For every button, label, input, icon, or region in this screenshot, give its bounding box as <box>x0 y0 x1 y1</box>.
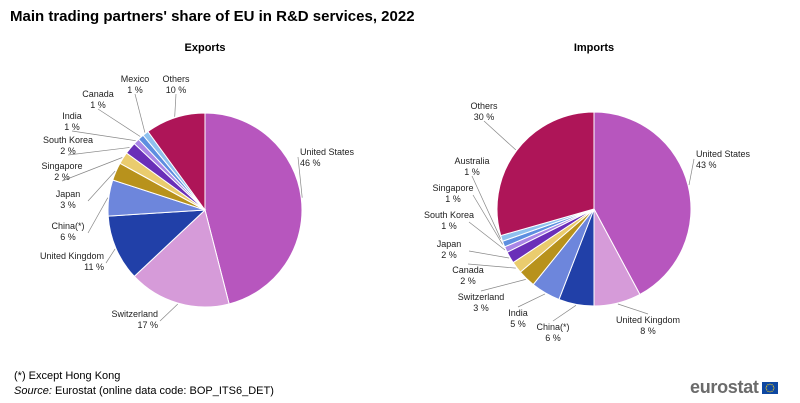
imports-slice-others-label: Others <box>470 101 498 111</box>
exports-slice-canada-label: Canada <box>82 89 114 99</box>
imports-slice-india-label: India <box>508 308 528 318</box>
imports-slice-united-states-leader <box>688 158 695 186</box>
exports-slice-mexico-leader <box>134 93 146 133</box>
exports-slice-switzerland-label: Switzerland <box>111 309 158 319</box>
imports-slice-china-value: 6 % <box>545 333 561 343</box>
exports-slice-switzerland <box>133 209 230 308</box>
imports-slice-china-leader <box>552 305 577 322</box>
imports-slice-south-korea-leader <box>468 221 506 251</box>
imports-slice-australia-label: Australia <box>454 156 489 166</box>
imports-slice-canada-label: Canada <box>452 265 484 275</box>
exports-slice-others-value: 10 % <box>166 85 187 95</box>
exports-slice-others <box>147 112 206 212</box>
source-key: Source: <box>14 385 52 397</box>
imports-pie-title: Imports <box>574 42 614 54</box>
imports-slice-canada-value: 2 % <box>460 276 476 286</box>
eurostat-wordmark: eurostat <box>690 377 759 397</box>
imports-slice-japan-leader <box>468 250 510 259</box>
footnote: (*) Except Hong Kong <box>14 370 121 382</box>
exports-slice-south-korea-value: 2 % <box>60 146 76 156</box>
chart-title: Main trading partners' share of EU in R&… <box>10 8 415 25</box>
source-note: Source: Eurostat (online data code: BOP_… <box>14 385 274 397</box>
exports-slice-singapore-leader <box>61 157 123 182</box>
imports-slice-south-korea-value: 1 % <box>441 221 457 231</box>
imports-slice-united-states <box>593 111 692 296</box>
exports-slice-others-label: Others <box>162 74 190 84</box>
exports-slice-switzerland-value: 17 % <box>137 320 158 330</box>
exports-slice-india-label: India <box>62 111 82 121</box>
imports-slice-japan-value: 2 % <box>441 250 457 260</box>
exports-slice-canada-value: 1 % <box>90 100 106 110</box>
exports-slice-united-states <box>204 112 303 305</box>
imports-slice-switzerland-value: 3 % <box>473 303 489 313</box>
source-text: Eurostat (online data code: BOP_ITS6_DET… <box>51 385 274 397</box>
eu-flag-icon <box>761 381 778 394</box>
exports-slice-singapore-label: Singapore <box>41 161 82 171</box>
imports-slice-china-label: China(*) <box>536 322 569 332</box>
exports-slice-mexico-label: Mexico <box>121 74 150 84</box>
exports-slice-united-kingdom-leader <box>105 248 116 264</box>
imports-slice-canada-leader <box>467 263 516 269</box>
exports-slice-switzerland-leader <box>159 303 178 322</box>
imports-slice-switzerland-leader <box>480 279 526 292</box>
imports-slice-switzerland-label: Switzerland <box>458 292 505 302</box>
exports-slice-india-value: 1 % <box>64 122 80 132</box>
imports-slice-singapore-label: Singapore <box>432 183 473 193</box>
imports-slice-india-leader <box>517 293 546 308</box>
imports-slice-singapore-value: 1 % <box>445 194 461 204</box>
exports-slice-china-label: China(*) <box>51 221 84 231</box>
exports-slice-canada-leader <box>97 108 141 137</box>
exports-slice-united-kingdom-label: United Kingdom <box>40 251 104 261</box>
exports-slice-mexico-value: 1 % <box>127 85 143 95</box>
imports-slice-united-kingdom-leader <box>617 303 649 315</box>
exports-slice-south-korea-leader <box>67 147 130 156</box>
imports-slice-australia-value: 1 % <box>464 167 480 177</box>
imports-slice-others <box>496 111 595 237</box>
exports-slice-india-leader <box>71 130 136 142</box>
exports-pie-title: Exports <box>185 42 226 54</box>
exports-slice-singapore-value: 2 % <box>54 172 70 182</box>
exports-slice-japan-value: 3 % <box>60 200 76 210</box>
exports-slice-united-kingdom <box>107 209 207 278</box>
imports-slice-singapore-leader <box>472 194 503 245</box>
exports-slice-south-korea-label: South Korea <box>43 135 93 145</box>
exports-slice-japan-label: Japan <box>56 189 81 199</box>
exports-slice-china-value: 6 % <box>60 232 76 242</box>
exports-slice-united-states-leader <box>297 156 303 198</box>
imports-slice-japan-label: Japan <box>437 239 462 249</box>
exports-slice-united-states-label: United States <box>300 147 355 157</box>
imports-slice-united-kingdom-value: 8 % <box>640 326 656 336</box>
imports-slice-south-korea-label: South Korea <box>424 210 474 220</box>
exports-slice-japan-leader <box>87 170 116 202</box>
imports-slice-australia-leader <box>471 175 501 239</box>
imports-slice-united-states-value: 43 % <box>696 160 717 170</box>
imports-slice-others-leader <box>483 120 517 151</box>
eurostat-logo: eurostat <box>690 377 778 398</box>
exports-slice-china-leader <box>87 197 109 234</box>
imports-slice-others-value: 30 % <box>474 112 495 122</box>
exports-slice-united-states-value: 46 % <box>300 158 321 168</box>
imports-slice-india-value: 5 % <box>510 319 526 329</box>
exports-slice-united-kingdom-value: 11 % <box>84 262 104 272</box>
imports-slice-united-states-label: United States <box>696 149 751 159</box>
exports-slice-others-leader <box>174 93 177 117</box>
imports-slice-united-kingdom-label: United Kingdom <box>616 315 680 325</box>
